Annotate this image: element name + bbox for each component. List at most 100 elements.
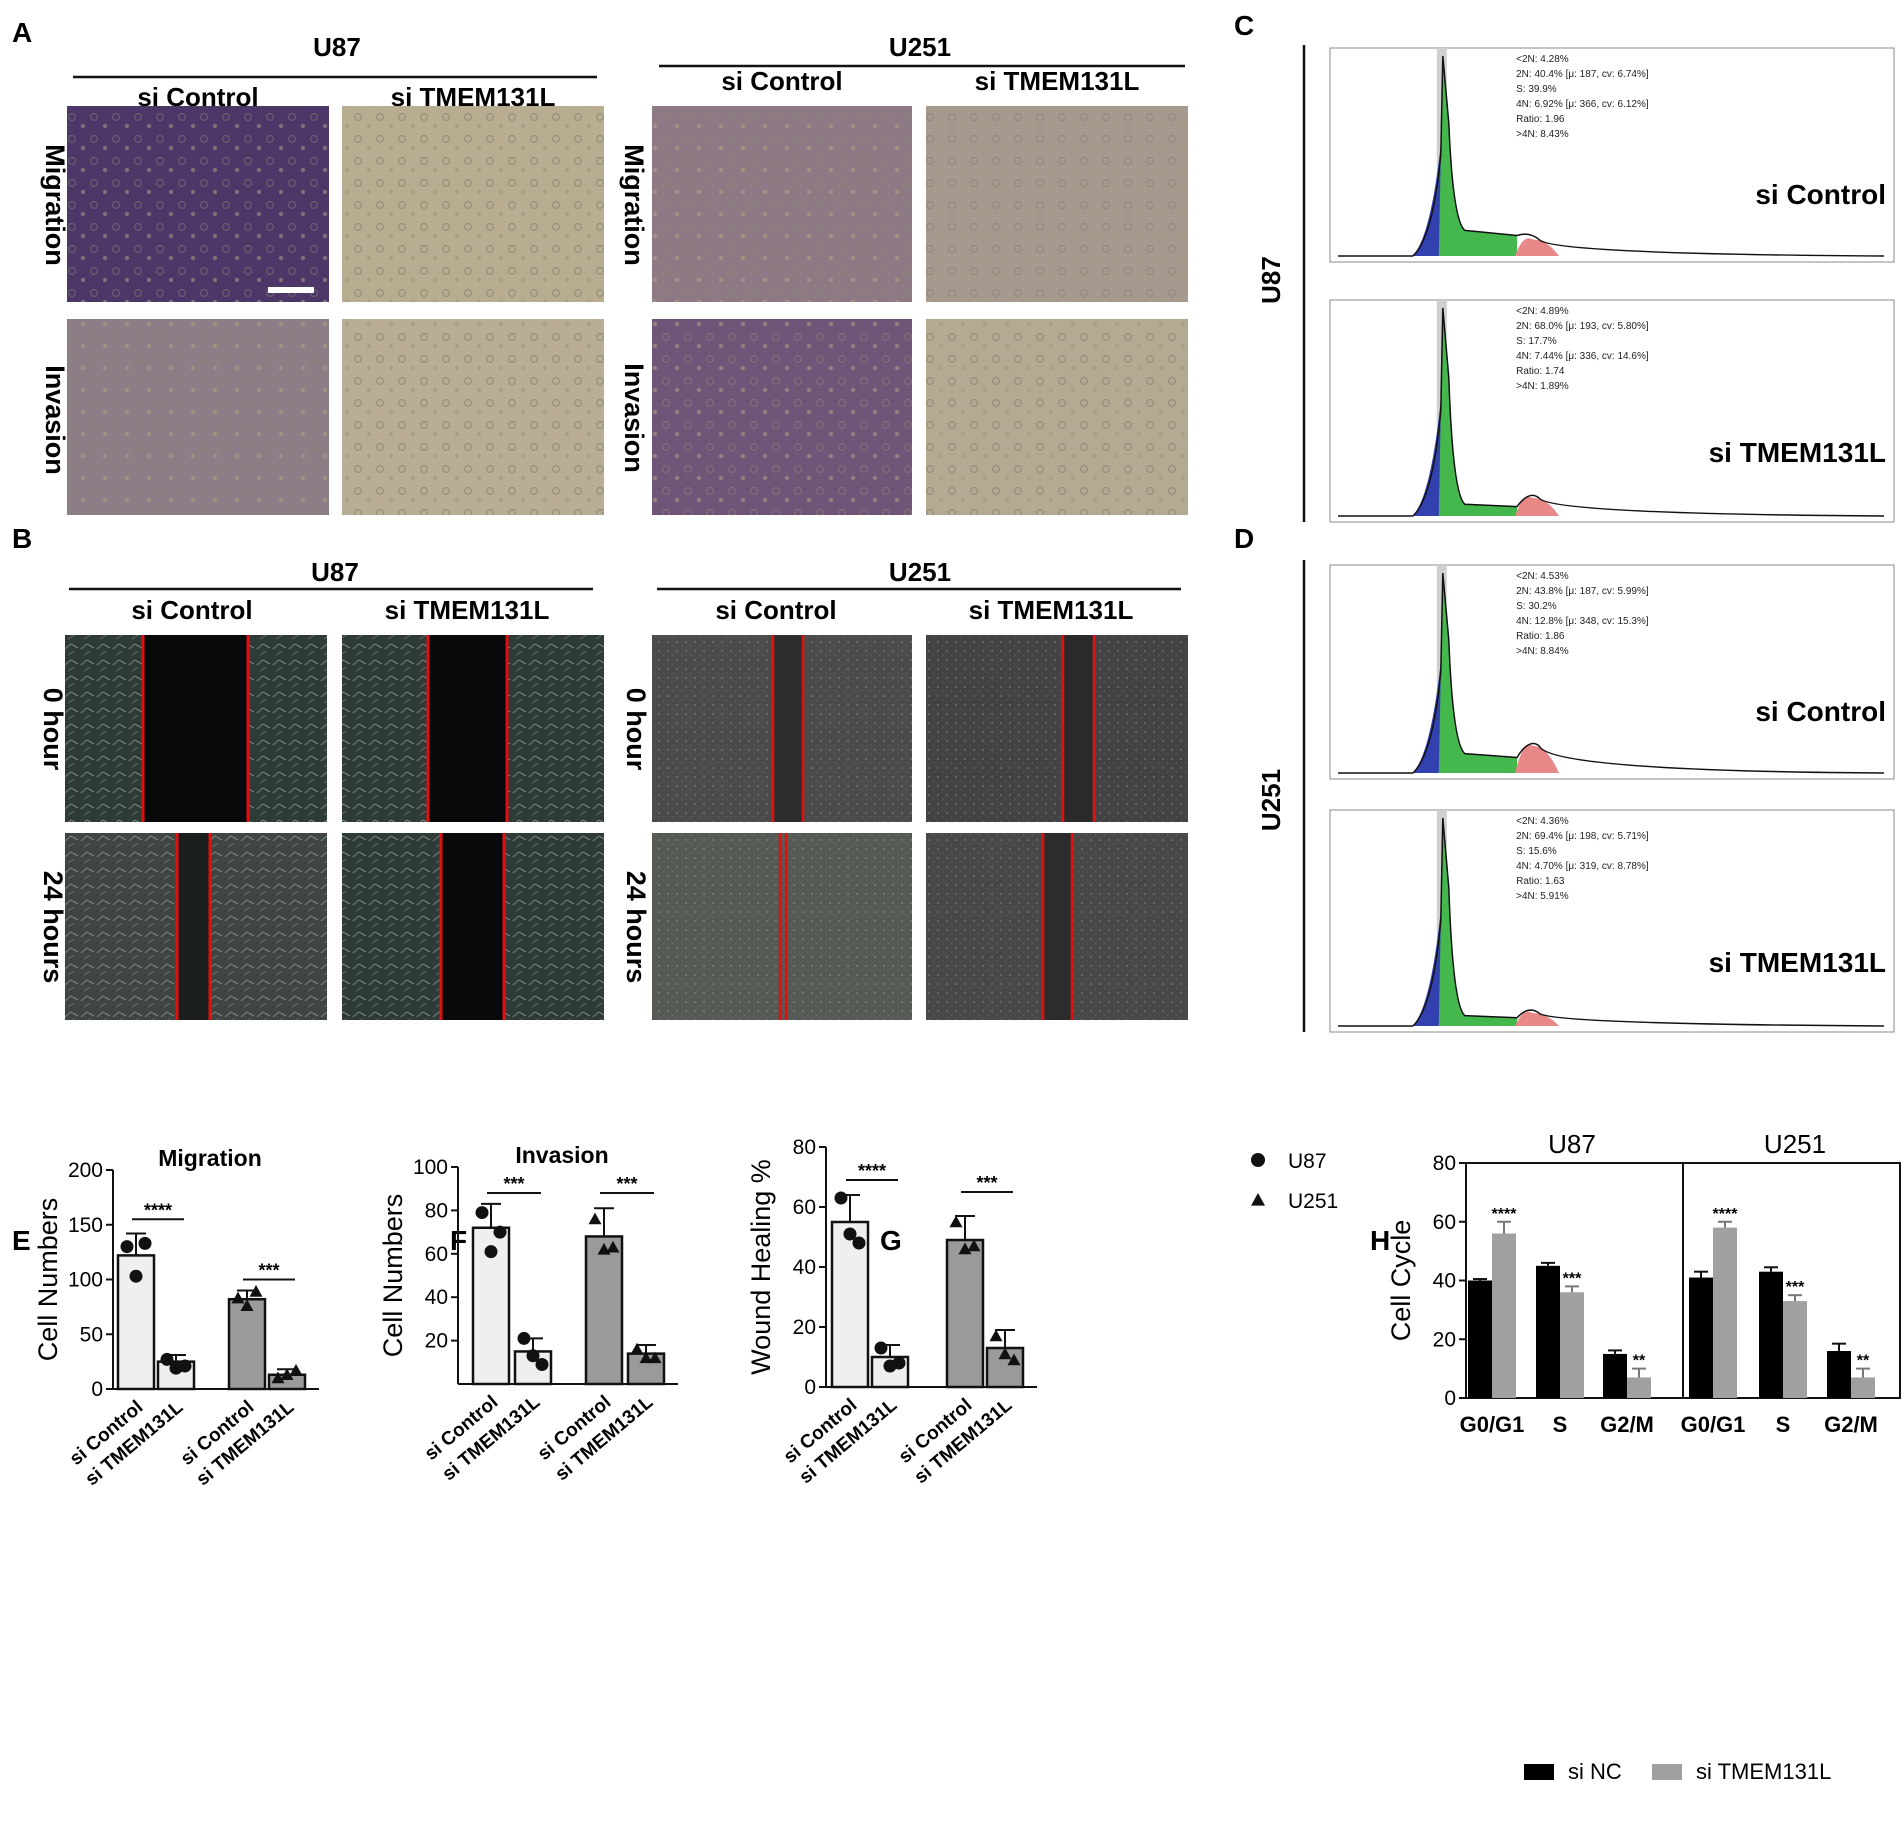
panel-c: C U87 <2N: 4.28% 2N: 40.4% [μ: 187, cv: 6… [1234, 10, 1895, 523]
data-point [526, 1349, 540, 1363]
legend-swatch [1524, 1764, 1554, 1780]
significance-label: **** [144, 1200, 172, 1220]
y-tick-label: 150 [68, 1214, 103, 1237]
wound-gap [1063, 635, 1094, 822]
y-tick-label: 60 [425, 1243, 448, 1266]
histogram-g1-s [1438, 818, 1518, 1026]
data-point [967, 1239, 981, 1252]
panel-b-u87-title: U87 [311, 557, 359, 587]
histogram-frame [1329, 809, 1895, 1033]
wound-gap [428, 635, 507, 822]
histogram-condition-label: si TMEM131L [1709, 947, 1886, 978]
y-tick-label: 100 [413, 1156, 448, 1179]
histogram-stat-line: 4N: 12.8% [μ: 348, cv: 15.3%] [1516, 616, 1649, 627]
histogram-stat-line: S: 15.6% [1516, 846, 1557, 857]
histogram-u87-control: <2N: 4.28% 2N: 40.4% [μ: 187, cv: 6.74%] S… [1329, 47, 1895, 263]
histogram-g1-s [1438, 573, 1518, 773]
histogram-g2m [1515, 1011, 1560, 1026]
panel-c-cell-line: U87 [1256, 256, 1286, 304]
histogram-outline [1338, 817, 1885, 1027]
data-point [843, 1227, 857, 1241]
y-tick-label: 0 [804, 1376, 816, 1399]
bar [1689, 1277, 1713, 1398]
histogram-g1-s [1438, 56, 1518, 256]
scale-bar [268, 287, 314, 293]
data-point [289, 1363, 303, 1376]
histogram-stat-line: 4N: 4.70% [μ: 319, cv: 8.78%] [1516, 861, 1649, 872]
histogram-shoulder [1412, 399, 1441, 516]
y-tick-label: 100 [68, 1269, 103, 1292]
histogram-stat-line: Ratio: 1.86 [1516, 631, 1565, 642]
panel-b-u251-cond2: si TMEM131L [969, 595, 1134, 625]
y-tick-label: 80 [793, 1136, 816, 1159]
micrograph-texture [652, 833, 912, 1020]
panel-b-u87-cond1: si Control [131, 595, 252, 625]
bar [1492, 1233, 1516, 1398]
panel-b-u251-row1: 0 hour [621, 688, 651, 771]
histogram-stat-line: >4N: 8.84% [1516, 646, 1569, 657]
histogram-stat-line: S: 17.7% [1516, 336, 1557, 347]
significance-label: *** [1563, 1270, 1582, 1287]
histogram-stat-line: 4N: 7.44% [μ: 336, cv: 14.6%] [1516, 351, 1649, 362]
y-tick-label: 20 [1433, 1328, 1456, 1351]
wound-gap [143, 635, 248, 822]
panel-a-u251-row2: Invasion [619, 363, 649, 473]
bar [1603, 1353, 1627, 1398]
bar [227, 1297, 267, 1391]
data-point [129, 1269, 143, 1283]
data-point [834, 1191, 848, 1205]
histogram-outline [1338, 55, 1885, 257]
x-tick-label: G0/G1 [1460, 1412, 1525, 1437]
histogram-stat-line: Ratio: 1.74 [1516, 366, 1565, 377]
y-axis-label: Wound Healing % [746, 1159, 776, 1375]
y-tick-label: 0 [1444, 1387, 1456, 1410]
y-axis-label: Cell Cycle [1386, 1220, 1416, 1342]
x-tick-label: G2/M [1600, 1412, 1654, 1437]
chart-title: Migration [158, 1145, 262, 1171]
wound-gap [1043, 833, 1072, 1020]
data-point [949, 1215, 963, 1228]
x-tick-label: S [1776, 1412, 1791, 1437]
panel-b: B U87 si Control si TMEM131L 0 hour 24 h… [12, 523, 1188, 1020]
micrograph-texture [67, 106, 329, 302]
panel-d-letter: D [1234, 523, 1254, 554]
y-tick-label: 200 [68, 1159, 103, 1182]
data-point [852, 1236, 866, 1250]
histogram-frame [1329, 564, 1895, 780]
histogram-stat-line: S: 30.2% [1516, 601, 1557, 612]
histogram-shoulder [1412, 144, 1441, 256]
y-tick-label: 20 [793, 1316, 816, 1339]
panel-b-u87-cond2: si TMEM131L [385, 595, 550, 625]
micrograph-texture [652, 106, 912, 302]
panel-e-letter: E [12, 1225, 31, 1256]
data-point [648, 1351, 662, 1364]
significance-label: **** [858, 1161, 886, 1181]
histogram-stat-line: >4N: 5.91% [1516, 891, 1569, 902]
histogram-stat-line: <2N: 4.53% [1516, 571, 1569, 582]
panel-g-letter: G [880, 1225, 902, 1256]
histogram-stat-line: 2N: 40.4% [μ: 187, cv: 6.74%] [1516, 69, 1649, 80]
data-point [892, 1356, 906, 1370]
data-point [639, 1351, 653, 1364]
bar [1468, 1280, 1492, 1398]
panel-a-u251-cond2: si TMEM131L [975, 66, 1140, 96]
histogram-u251-knockdown: <2N: 4.36% 2N: 69.4% [μ: 198, cv: 5.71%] S… [1329, 809, 1895, 1033]
legend-swatch [1652, 1764, 1682, 1780]
histogram-stat-line: <2N: 4.36% [1516, 816, 1569, 827]
data-point [280, 1368, 294, 1380]
significance-label: *** [1786, 1279, 1805, 1296]
panel-a-u251-title: U251 [889, 32, 951, 62]
histogram-shoulder [1412, 909, 1441, 1026]
legend-label: U251 [1288, 1190, 1338, 1213]
data-point [606, 1240, 620, 1253]
histogram-frame [1329, 299, 1895, 523]
data-point [475, 1206, 489, 1220]
bar [1759, 1271, 1783, 1398]
panel-a-u87-row2: Invasion [40, 365, 70, 475]
x-tick-label: G0/G1 [1681, 1412, 1746, 1437]
histogram-stat-line: S: 39.9% [1516, 84, 1557, 95]
